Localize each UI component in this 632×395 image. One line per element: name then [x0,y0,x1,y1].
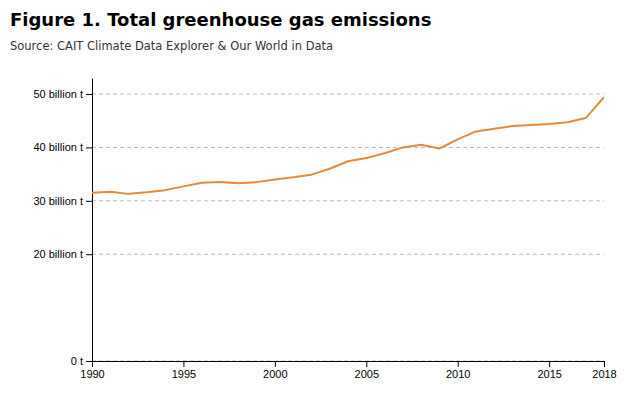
grid-line [92,147,604,148]
line [92,97,604,194]
grid [92,94,604,361]
grid-line [92,361,604,362]
x-tick: 2000 [263,361,287,380]
grid-line [92,254,604,255]
y-tick-label: 40 billion t [33,141,83,153]
x-tick: 1990 [80,361,104,380]
chart: Figure 1. Total greenhouse gas emissions… [0,0,632,395]
y-tick-mark [86,94,92,95]
x-tick: 2005 [355,361,379,380]
y-tick-mark [86,361,92,362]
x-tick-label: 2005 [355,368,379,380]
x-tick-mark [604,361,605,367]
x-tick-mark [549,361,550,367]
plot: 0 t 20 billion t 30 billion t 40 billion t 5… [33,79,616,380]
x-tick: 2015 [537,361,561,380]
y-tick-label: 50 billion t [33,88,83,100]
y-tick-label: 20 billion t [33,248,83,260]
x-axis-line [93,361,605,362]
y-tick-label: 0 t [71,355,83,367]
x-axis: 1990 1995 2000 2005 2010 2015 2018 [80,361,616,380]
grid-line [92,94,604,95]
x-tick: 1995 [172,361,196,380]
y-axis: 0 t 20 billion t 30 billion t 40 billion t 5… [33,79,92,368]
x-tick-label: 2018 [592,368,616,380]
marks [92,97,604,194]
x-tick-mark [458,361,459,367]
subtitle: Source: CAIT Climate Data Explorer & Our… [10,39,333,53]
x-tick: 2018 [592,361,616,380]
x-tick-label: 2000 [263,368,287,380]
y-tick-mark [86,147,92,148]
y-tick: 40 billion t [33,141,92,153]
x-tick-mark [183,361,184,367]
grid-line [92,200,604,201]
title: Figure 1. Total greenhouse gas emissions [10,9,431,30]
y-tick-label: 30 billion t [33,195,83,207]
x-tick-mark [92,361,93,367]
y-tick: 20 billion t [33,248,92,260]
x-tick-label: 1990 [80,368,104,380]
x-tick-mark [366,361,367,367]
y-tick: 30 billion t [33,195,92,207]
y-tick: 50 billion t [33,88,92,100]
x-tick-label: 1995 [172,368,196,380]
x-tick-label: 2015 [537,368,561,380]
y-tick-mark [86,201,92,202]
y-tick: 0 t [71,355,92,367]
y-tick-mark [86,254,92,255]
x-tick-label: 2010 [446,368,470,380]
x-tick-mark [275,361,276,367]
x-tick: 2010 [446,361,470,380]
y-axis-line [92,79,93,362]
